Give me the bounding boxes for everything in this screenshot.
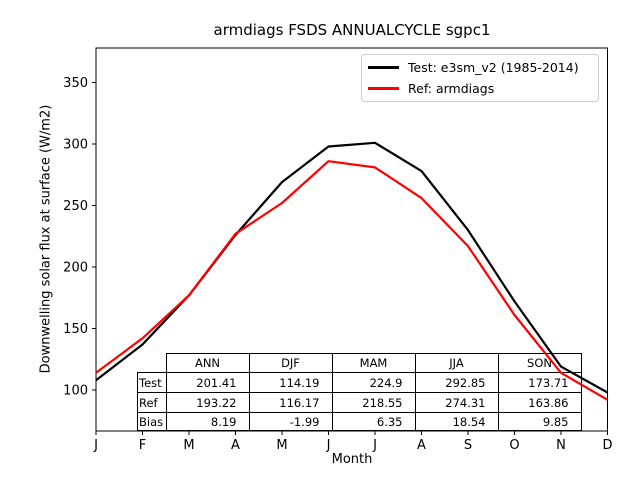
y-tick-label: 300 (63, 138, 88, 153)
table-row-label: Ref (137, 392, 167, 413)
plot-box (95, 47, 608, 432)
table-row: Bias 8.19 -1.99 6.35 18.54 9.85 (137, 412, 582, 431)
x-tick-label: D (602, 438, 612, 453)
legend-label-ref: Ref: armdiags (408, 80, 495, 96)
table-cell: 114.19 (248, 372, 333, 393)
legend-label-test: Test: e3sm_v2 (1985-2014) (408, 60, 579, 76)
x-axis-label: Month (331, 452, 373, 467)
legend-entry-test: Test: e3sm_v2 (1985-2014) (368, 60, 598, 75)
table-cell: 8.19 (165, 412, 250, 431)
legend-entry-ref: Ref: armdiags (368, 81, 598, 96)
table-header-cell: JJA (414, 353, 499, 373)
table-cell: 292.85 (414, 372, 499, 393)
x-tick-label: A (231, 438, 240, 453)
x-tick-label: J (326, 438, 331, 453)
table-cell: 193.22 (165, 392, 250, 413)
table-row: Ref 193.22 116.17 218.55 274.31 163.86 (137, 392, 582, 413)
x-tick-label: A (417, 438, 426, 453)
x-tick-label: S (464, 438, 472, 453)
table-cell: 116.17 (248, 392, 333, 413)
stats-table-grid: ANN DJF MAM JJA SON Test 201.41 114.19 224.9 292.… (137, 353, 582, 431)
table-row-label: Bias (137, 412, 167, 431)
legend: Test: e3sm_v2 (1985-2014) Ref: armdiags (361, 54, 599, 102)
x-tick-label: O (509, 438, 519, 453)
x-tick-label: M (276, 438, 287, 453)
x-tick-label: J (372, 438, 377, 453)
chart-title: armdiags FSDS ANNUALCYCLE sgpc1 (213, 21, 491, 39)
legend-line-ref-icon (368, 86, 399, 90)
table-header-row: ANN DJF MAM JJA SON (138, 353, 582, 373)
table-cell: 218.55 (331, 392, 416, 413)
table-cell: 9.85 (497, 412, 582, 431)
x-tick-label: N (556, 438, 566, 453)
table-cell: -1.99 (248, 412, 333, 431)
legend-line-test-icon (368, 66, 399, 70)
x-tick-label: M (183, 438, 194, 453)
table-row-label: Test (137, 372, 167, 393)
series-line-ref (95, 160, 609, 401)
table-header-cell: DJF (248, 353, 333, 373)
y-tick-label: 200 (63, 261, 88, 276)
table-header-cell: SON (497, 353, 582, 373)
x-tick-label: F (139, 438, 146, 453)
y-tick-label: 100 (63, 384, 88, 399)
x-tick-label: J (93, 438, 98, 453)
table-header-cell: ANN (165, 353, 250, 373)
y-tick-label: 350 (63, 76, 88, 91)
y-tick-label: 150 (63, 322, 88, 337)
y-tick-label: 250 (63, 199, 88, 214)
table-cell: 6.35 (331, 412, 416, 431)
series-line-test (95, 141, 609, 394)
stats-table: ANN DJF MAM JJA SON Test 201.41 114.19 224.9 292.… (137, 353, 582, 431)
table-cell: 18.54 (414, 412, 499, 431)
table-cell: 274.31 (414, 392, 499, 413)
table-cell: 163.86 (497, 392, 582, 413)
